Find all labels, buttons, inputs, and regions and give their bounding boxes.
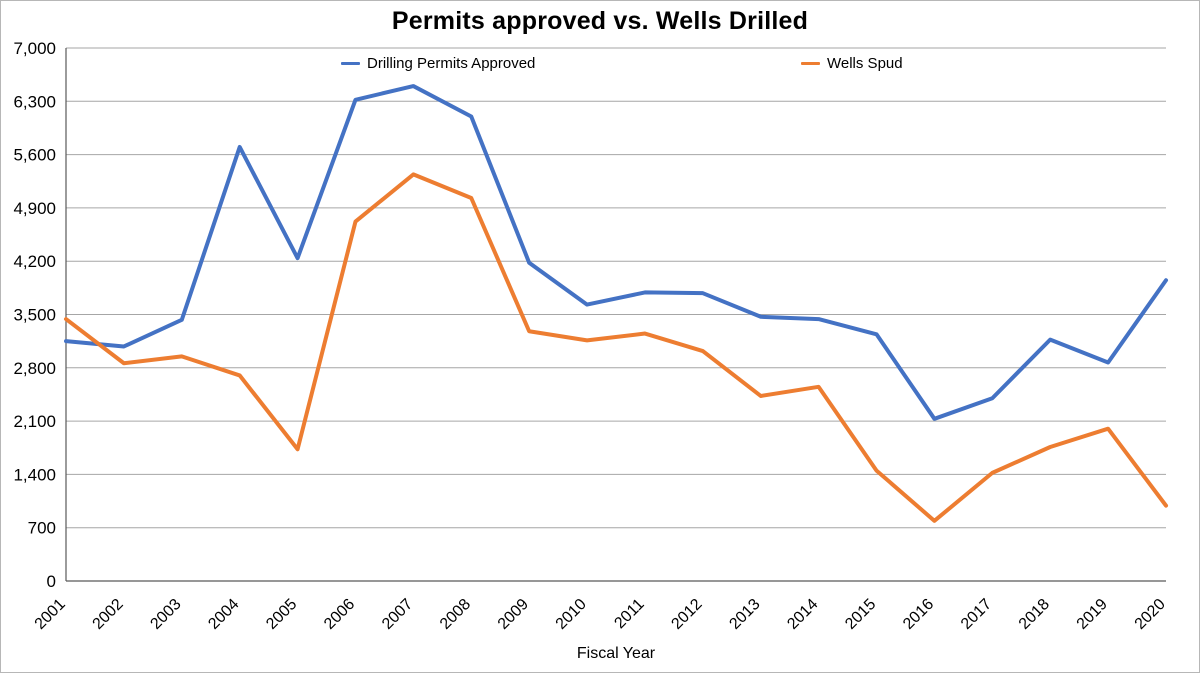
x-axis-tick-label: 2020 [1132,596,1169,633]
x-axis-tick-label: 2009 [495,596,532,633]
y-axis-tick-label: 1,400 [13,465,56,484]
y-axis-tick-label: 6,300 [13,92,56,111]
legend-marker-icon [341,62,360,65]
y-axis-tick-label: 700 [28,519,56,538]
x-axis-tick-label: 2006 [321,596,358,633]
x-axis-tick-label: 2010 [553,596,590,633]
y-axis-tick-label: 5,600 [13,146,56,165]
y-axis-tick-label: 0 [47,572,56,591]
x-axis-tick-label: 2007 [379,596,416,633]
x-axis-tick-label: 2019 [1074,596,1111,633]
y-axis-tick-label: 2,100 [13,412,56,431]
legend-label: Wells Spud [827,55,903,72]
legend-label: Drilling Permits Approved [367,55,536,72]
x-axis-tick-label: 2008 [437,596,474,633]
x-axis-tick-label: 2001 [32,596,69,633]
x-axis-tick-label: 2003 [147,596,184,633]
y-axis-tick-label: 4,200 [13,252,56,271]
series-line-0 [64,84,1168,421]
legend-item-wells-spud: Wells Spud [801,55,903,72]
chart-title: Permits approved vs. Wells Drilled [391,7,809,35]
x-axis-tick-label: 2004 [205,596,242,633]
y-axis-tick-label: 3,500 [13,306,56,325]
series-line-1 [64,172,1168,523]
legend-marker-icon [801,62,820,65]
x-axis-tick-label: 2016 [900,596,937,633]
x-axis-tick-label: 2015 [842,596,879,633]
x-axis-tick-label: 2012 [668,596,705,633]
x-axis-title: Fiscal Year [576,645,656,662]
x-axis-tick-label: 2005 [263,596,300,633]
legend-item-drilling-permits-approved: Drilling Permits Approved [341,55,535,72]
x-axis-tick-label: 2013 [726,596,763,633]
x-axis-tick-label: 2002 [90,596,127,633]
y-axis-tick-label: 7,000 [13,39,56,58]
x-axis-tick-label: 2018 [1016,596,1053,633]
x-axis-tick-label: 2014 [784,596,821,633]
x-axis-tick-label: 2017 [958,596,995,633]
y-axis-tick-label: 2,800 [13,359,56,378]
x-axis-tick-label: 2011 [611,596,647,632]
y-axis-tick-label: 4,900 [13,199,56,218]
